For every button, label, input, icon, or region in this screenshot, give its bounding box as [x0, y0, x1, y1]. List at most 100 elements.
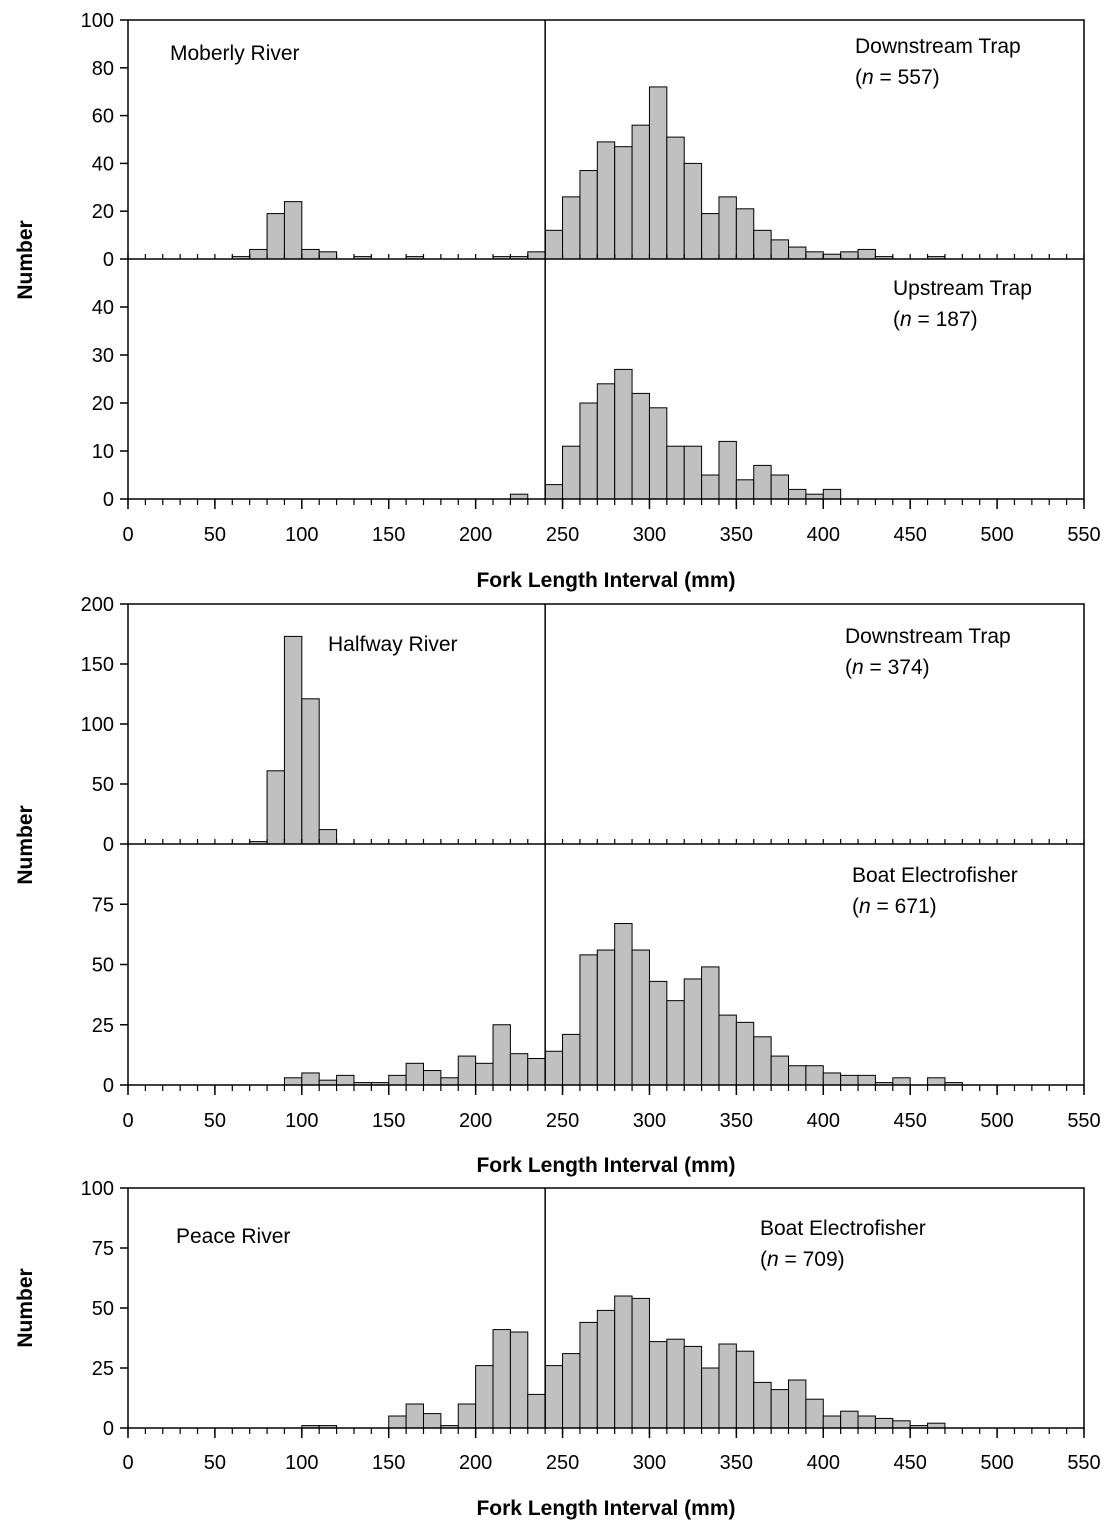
bar [579, 954, 598, 1086]
x-tick-label: 300 [633, 1452, 666, 1474]
panel-label: Downstream Trap [855, 35, 1021, 58]
x-tick-label: 100 [285, 1452, 318, 1474]
x-tick-label: 500 [980, 1452, 1013, 1474]
x-tick-label: 350 [720, 1110, 753, 1132]
y-tick-label: 10 [92, 441, 114, 463]
bar [805, 251, 824, 260]
bar [753, 464, 772, 500]
x-tick-label: 400 [807, 524, 840, 546]
bar [631, 124, 650, 260]
y-axis-label: Number [14, 1268, 37, 1347]
bar [301, 248, 320, 260]
panel-label: Downstream Trap [845, 625, 1011, 648]
bar [544, 484, 564, 500]
bar [596, 141, 616, 260]
x-tick-label: 250 [546, 1452, 579, 1474]
bar [718, 1014, 737, 1086]
bar [683, 445, 703, 500]
x-axis-label: Fork Length Interval (mm) [476, 569, 735, 592]
x-tick-label: 100 [285, 1110, 318, 1132]
panel-2-1: 0 50 100 150 200 Downstream Trap (n = 374) [81, 594, 1085, 856]
bar [249, 248, 268, 260]
x-tick-label: 450 [893, 1110, 926, 1132]
bar [266, 770, 285, 845]
x-tick-label: 150 [372, 524, 405, 546]
y-tick-label: 75 [92, 894, 114, 916]
x-tick-label: 400 [807, 1452, 840, 1474]
y-tick-label: 50 [92, 774, 114, 796]
bar [648, 980, 668, 1086]
panel-3-1: 0 25 50 75 100 Boat Electrofisher (n = 709) [81, 1178, 946, 1440]
bar [614, 1295, 633, 1429]
sample-size: (n = 374) [845, 656, 930, 679]
x-tick-label: 0 [122, 1110, 133, 1132]
bar [596, 383, 616, 500]
y-tick-label: 100 [81, 714, 114, 736]
bar [718, 1343, 737, 1429]
bar [753, 229, 772, 260]
bar [318, 251, 338, 260]
bar [683, 978, 703, 1086]
bar [579, 170, 598, 260]
y-tick-label: 100 [81, 10, 114, 32]
x-tick-label: 200 [459, 1110, 492, 1132]
bar [840, 1074, 859, 1086]
x-tick-label: 350 [720, 1452, 753, 1474]
x-tick-label: 200 [459, 1452, 492, 1474]
sample-size: (n = 187) [893, 308, 978, 331]
x-tick-label: 550 [1067, 1452, 1100, 1474]
y-tick-label: 50 [92, 955, 114, 977]
bar [336, 1074, 355, 1086]
bar [735, 479, 755, 500]
bar [770, 1389, 790, 1429]
bar [631, 949, 650, 1086]
chart-3: 0 25 50 75 100 Boat Electrofisher (n = 709) 0 50… [14, 1178, 1101, 1520]
x-tick-label: 0 [122, 1452, 133, 1474]
sample-size: (n = 557) [855, 66, 940, 89]
x-tick-label: 250 [546, 524, 579, 546]
bar [822, 488, 842, 500]
bar [648, 86, 668, 260]
bar [718, 440, 737, 500]
x-tick-label: 200 [459, 524, 492, 546]
bar [562, 196, 581, 260]
bar [666, 1338, 685, 1429]
bar [544, 229, 564, 260]
river-label: Moberly River [170, 42, 300, 65]
bar [701, 213, 720, 260]
bar [475, 1365, 494, 1429]
bar [440, 1077, 459, 1086]
x-tick-label: 300 [633, 524, 666, 546]
x-tick-label: 150 [372, 1110, 405, 1132]
bar [266, 213, 285, 260]
bar [788, 1065, 807, 1086]
bar [614, 923, 633, 1086]
bar [753, 1036, 772, 1086]
bar [631, 1297, 650, 1429]
bar [822, 1415, 842, 1429]
bar [614, 368, 633, 500]
plot-frame [127, 1187, 1085, 1429]
x-tick-label: 400 [807, 1110, 840, 1132]
y-tick-label: 60 [92, 106, 114, 128]
bar [857, 1074, 876, 1086]
bar [701, 474, 720, 500]
bar [683, 162, 703, 260]
x-tick-label: 150 [372, 1452, 405, 1474]
x-tick-label: 450 [893, 524, 926, 546]
bar [527, 1393, 546, 1429]
bar [788, 488, 807, 500]
bar [840, 251, 859, 260]
y-tick-label: 75 [92, 1238, 114, 1260]
bar [509, 1053, 529, 1086]
bar [318, 829, 338, 845]
bar [527, 251, 546, 260]
bar [562, 1353, 581, 1429]
river-label: Peace River [176, 1225, 290, 1248]
x-axis-label: Fork Length Interval (mm) [476, 1497, 735, 1520]
x-tick-label: 500 [980, 1110, 1013, 1132]
bar [631, 392, 650, 500]
x-tick-label: 500 [980, 524, 1013, 546]
bar [753, 1381, 772, 1429]
bar [562, 1033, 581, 1086]
